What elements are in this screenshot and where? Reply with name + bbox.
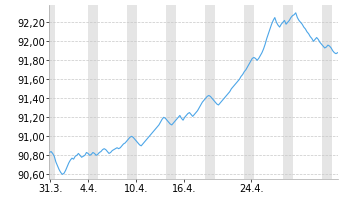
Bar: [127, 6, 137, 179]
Bar: [49, 6, 55, 179]
Bar: [205, 6, 215, 179]
Bar: [88, 6, 99, 179]
Bar: [166, 6, 176, 179]
Bar: [244, 6, 254, 179]
Bar: [283, 6, 293, 179]
Bar: [322, 6, 332, 179]
